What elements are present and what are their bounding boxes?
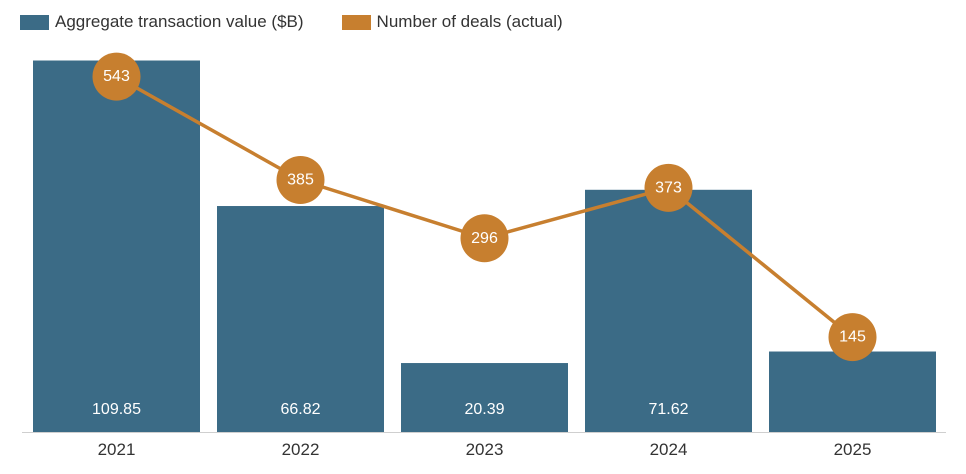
- x-tick-label-2023: 2023: [466, 440, 504, 459]
- legend-item-transaction-value: Aggregate transaction value ($B): [20, 12, 304, 32]
- bar-value-label-2022: 66.82: [280, 401, 320, 418]
- bar-2021: [33, 60, 200, 433]
- legend-swatch-transaction-value: [20, 14, 49, 30]
- legend: Aggregate transaction value ($B) Number …: [20, 12, 563, 32]
- deals-point-2024: [644, 163, 693, 212]
- deals-point-2025: [828, 313, 877, 362]
- deals-point-2022: [276, 156, 325, 204]
- x-tick-label-2022: 2022: [282, 440, 320, 459]
- deals-value-label-2024: 373: [655, 179, 682, 196]
- deals-value-label-2023: 296: [471, 230, 498, 247]
- deals-value-label-2025: 145: [839, 329, 866, 346]
- bar-2025: [769, 351, 936, 432]
- deals-value-label-2021: 543: [103, 68, 130, 85]
- legend-swatch-number-of-deals: [341, 14, 371, 30]
- bar-value-label-2023: 20.39: [464, 401, 504, 418]
- x-tick-label-2021: 2021: [98, 440, 136, 459]
- x-tick-label-2025: 2025: [834, 440, 872, 459]
- bar-2024: [585, 189, 752, 432]
- legend-label-transaction-value: Aggregate transaction value ($B): [55, 12, 304, 31]
- legend-item-number-of-deals: Number of deals (actual): [341, 12, 563, 32]
- bar-2022: [217, 206, 384, 432]
- bar-value-label-2021: 109.85: [92, 401, 141, 418]
- x-tick-label-2024: 2024: [650, 440, 688, 459]
- deals-value-label-2022: 385: [287, 172, 314, 189]
- deals-point-2021: [92, 52, 141, 101]
- bar-value-label-2024: 71.62: [648, 401, 688, 418]
- legend-label-number-of-deals: Number of deals (actual): [376, 12, 563, 31]
- deals-point-2023: [460, 214, 509, 263]
- bar-2023: [401, 363, 568, 432]
